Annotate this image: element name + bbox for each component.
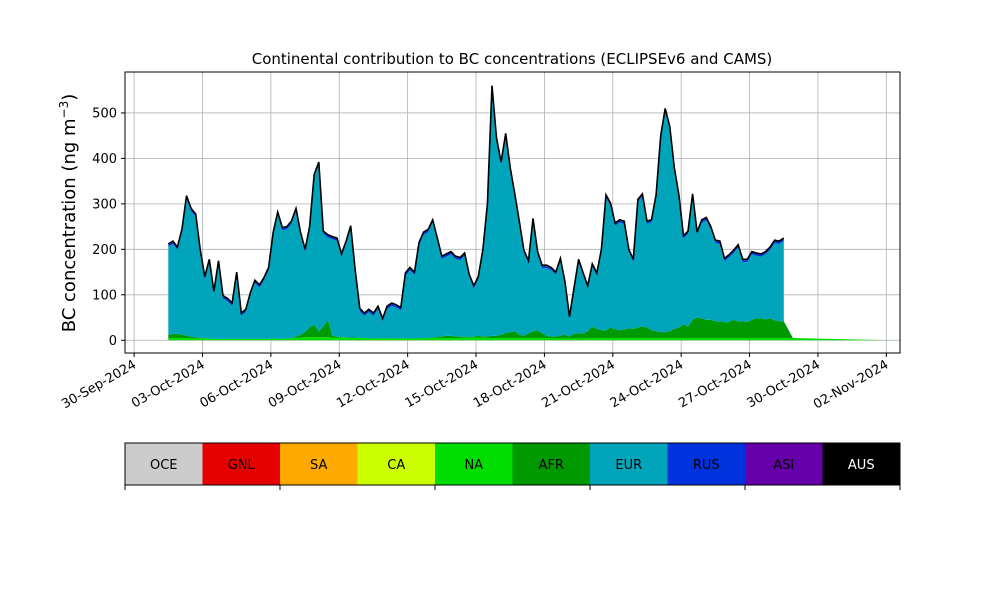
x-tick-label: 30-Oct-2024 <box>745 357 823 411</box>
legend-label-aus: AUS <box>848 458 875 473</box>
legend-colorbar: OCE GNL SA CA NA AFR EUR RUS ASI AUS <box>124 442 901 490</box>
legend-swatch-rus <box>667 443 746 485</box>
y-axis-label-text: BC concentration (ng m <box>59 118 80 332</box>
legend-swatch-oce <box>125 443 203 485</box>
area-na <box>168 337 894 341</box>
x-tick-label: 02-Nov-2024 <box>811 357 891 412</box>
x-tick-label: 21-Oct-2024 <box>539 357 617 411</box>
legend-swatch-eur <box>590 443 668 485</box>
legend-label-oce: OCE <box>150 458 178 473</box>
chart-title: Continental contribution to BC concentra… <box>252 50 773 68</box>
legend-frame <box>124 442 901 486</box>
legend-swatch-na <box>435 443 513 485</box>
legend-swatch-sa <box>280 443 358 485</box>
legend-swatch-aus <box>822 443 901 485</box>
axes-frame <box>124 71 901 354</box>
y-axis-label: BC concentration (ng m−3) <box>57 94 80 333</box>
legend-label-gnl: GNL <box>228 458 256 473</box>
x-tick-label: 09-Oct-2024 <box>266 357 344 411</box>
x-tick-label: 18-Oct-2024 <box>471 357 549 411</box>
plot-area: 0 100 200 300 400 500 30-Sep-202403-Oct-202406… <box>59 71 901 412</box>
x-tick-label: 12-Oct-2024 <box>334 357 412 411</box>
x-tick-label: 15-Oct-2024 <box>403 357 481 411</box>
legend-swatch-afr <box>512 443 591 485</box>
x-tick-label: 06-Oct-2024 <box>198 357 276 411</box>
area-eur <box>168 88 784 339</box>
legend-swatch-gnl <box>202 443 281 485</box>
legend-swatch-ca <box>357 443 436 485</box>
y-axis-label-exponent: −3 <box>57 101 71 119</box>
y-axis-label-close: ) <box>59 94 80 101</box>
legend-label-eur: EUR <box>615 458 642 473</box>
area-aus-outline <box>167 85 785 321</box>
legend-label-na: NA <box>464 458 483 473</box>
y-tick-label: 200 <box>92 243 117 258</box>
y-tick-label: 500 <box>92 106 117 121</box>
legend-swatch-asi <box>745 443 823 485</box>
legend-label-rus: RUS <box>693 458 720 473</box>
legend-label-sa: SA <box>310 458 327 473</box>
y-tick-label: 300 <box>92 197 117 212</box>
x-tick-label: 30-Sep-2024 <box>59 357 139 412</box>
legend-label-ca: CA <box>387 458 405 473</box>
legend-label-asi: ASI <box>773 458 794 473</box>
x-tick-label: 27-Oct-2024 <box>676 357 754 411</box>
x-tick-label: 24-Oct-2024 <box>608 357 686 411</box>
legend-label-afr: AFR <box>539 458 564 473</box>
area-afr <box>168 317 793 339</box>
y-tick-label: 0 <box>109 334 117 349</box>
y-tick-label: 400 <box>92 152 117 167</box>
x-tick-label: 03-Oct-2024 <box>129 357 207 411</box>
y-tick-label: 100 <box>92 288 117 303</box>
